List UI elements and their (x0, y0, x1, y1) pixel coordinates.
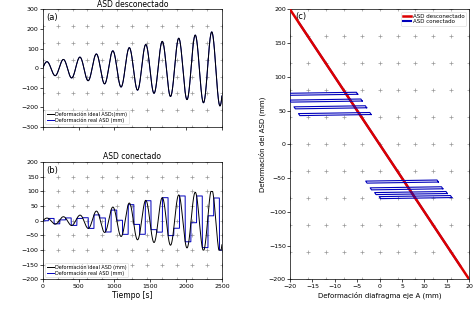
Deformación ideal ASD₁(mm) (147, 69, 153, 73)
ASD conectado (373, 137, 378, 140)
Deformación ideal ASD₁(mm) (217, 104, 223, 108)
Deformación ideal ASD₁(mm) (73, 68, 78, 72)
ASD conectado (296, 21, 302, 25)
ASD conectado (374, 138, 379, 142)
Deformación ideal ASD₁(mm) (209, 30, 215, 34)
Deformación real ASD (mm) (209, 30, 215, 34)
Text: (a): (a) (46, 13, 58, 22)
Deformación real ASD (mm) (173, 47, 179, 51)
Line: Deformación ideal ASD₁(mm): Deformación ideal ASD₁(mm) (43, 32, 222, 106)
X-axis label: Deformación diafragma eje A (mm): Deformación diafragma eje A (mm) (318, 291, 441, 299)
ASD conectado (392, 166, 398, 170)
Deformación real ASD (mm) (156, 230, 162, 234)
Deformación real ASD (mm) (40, 66, 46, 70)
Deformación ideal ASD₁(mm) (156, 55, 162, 59)
Deformación ideal ASD (mm) (200, 248, 206, 252)
Deformación real ASD (mm) (217, 104, 223, 108)
X-axis label: Tiempo [s]: Tiempo [s] (112, 291, 153, 300)
ASD conectado (383, 153, 389, 156)
Deformación ideal ASD (mm) (187, 230, 193, 233)
Legend: Deformación ideal ASD₁(mm), Deformación real ASD (mm): Deformación ideal ASD₁(mm), Deformación … (45, 110, 129, 124)
Y-axis label: Deformación del ASD (mm): Deformación del ASD (mm) (259, 97, 266, 192)
Text: (c): (c) (295, 12, 307, 21)
Deformación ideal ASD (mm) (147, 221, 153, 225)
Deformación ideal ASD (mm) (156, 209, 162, 213)
Deformación real ASD (mm) (108, 208, 114, 212)
Deformación ideal ASD (mm) (108, 208, 114, 212)
Legend: Deformación ideal ASD (mm), Deformación real ASD (mm): Deformación ideal ASD (mm), Deformación … (45, 263, 128, 277)
Deformación ideal ASD (mm) (73, 220, 78, 224)
Deformación real ASD (mm) (173, 226, 179, 230)
Line: Deformación real ASD (mm): Deformación real ASD (mm) (43, 196, 222, 250)
Line: ASD conectado: ASD conectado (299, 23, 460, 266)
ASD conectado (454, 258, 459, 262)
Deformación real ASD (mm) (147, 69, 153, 73)
Deformación real ASD (mm) (147, 199, 153, 203)
Deformación real ASD (mm) (108, 52, 114, 56)
ASD conectado (457, 264, 463, 268)
Deformación real ASD (mm) (219, 248, 225, 252)
Title: ASD desconectado: ASD desconectado (97, 0, 168, 9)
Deformación ideal ASD₁(mm) (187, 79, 193, 83)
Deformación real ASD (mm) (73, 224, 78, 227)
Deformación ideal ASD₁(mm) (219, 94, 225, 98)
Deformación real ASD (mm) (156, 55, 162, 59)
Deformación real ASD (mm) (219, 94, 225, 98)
Line: Deformación real ASD (mm): Deformación real ASD (mm) (43, 32, 222, 106)
Title: ASD conectado: ASD conectado (103, 152, 161, 161)
Deformación real ASD (mm) (187, 79, 193, 83)
Deformación real ASD (mm) (73, 68, 78, 72)
Deformación ideal ASD (mm) (219, 243, 225, 247)
Deformación ideal ASD₁(mm) (173, 47, 179, 51)
Deformación ideal ASD (mm) (173, 203, 179, 206)
Deformación ideal ASD₁(mm) (40, 66, 46, 70)
ASD conectado (428, 220, 434, 224)
Text: (b): (b) (46, 165, 58, 175)
Deformación ideal ASD (mm) (40, 219, 46, 223)
Deformación real ASD (mm) (177, 194, 182, 198)
Deformación real ASD (mm) (40, 219, 46, 223)
Deformación real ASD (mm) (187, 240, 193, 244)
Deformación real ASD (mm) (217, 248, 222, 252)
Deformación ideal ASD (mm) (208, 190, 214, 193)
Legend: ASD desconectado, ASD conectado: ASD desconectado, ASD conectado (401, 12, 466, 26)
Deformación ideal ASD₁(mm) (108, 52, 114, 56)
Line: Deformación ideal ASD (mm): Deformación ideal ASD (mm) (43, 192, 222, 250)
